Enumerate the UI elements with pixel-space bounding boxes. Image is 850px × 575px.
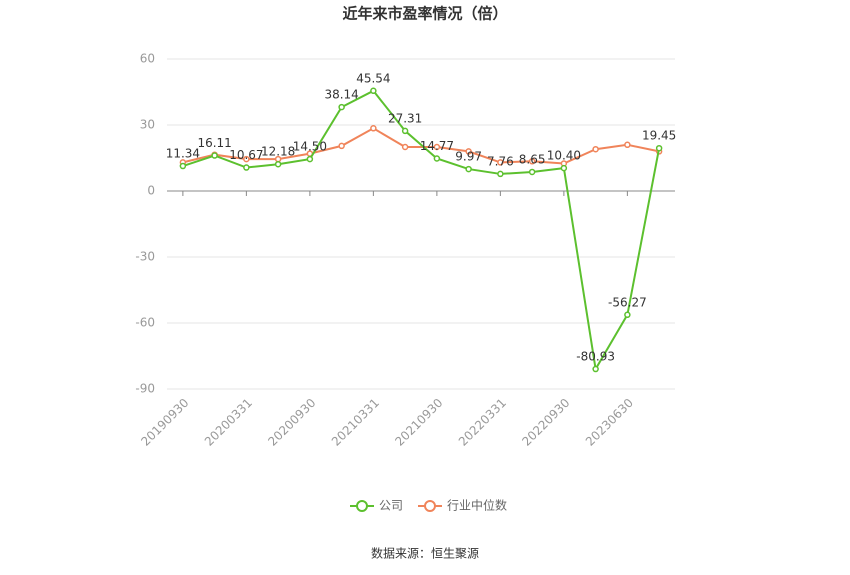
x-tick-label: 20230630: [583, 396, 636, 449]
legend-marker: [424, 500, 436, 512]
point: [306, 155, 314, 163]
chart-title: 近年来市盈率情况（倍）: [342, 5, 507, 23]
data-label: 9.97: [455, 150, 482, 164]
series-line: [182, 127, 660, 165]
y-tick-label: 30: [140, 118, 155, 132]
point: [370, 125, 377, 132]
data-label: 16.11: [197, 136, 231, 150]
source: 数据来源：恒生聚源: [371, 546, 479, 561]
x-tick-label: 20220331: [456, 396, 509, 449]
point: [497, 170, 504, 178]
x-tick-label: 20190930: [138, 396, 191, 449]
point: [465, 148, 472, 155]
data-label: 19.45: [642, 129, 676, 143]
x-tick-label: 20220930: [519, 396, 572, 449]
point: [497, 159, 504, 166]
x-tick-label: 20200331: [202, 396, 255, 449]
data-label: 14.77: [420, 139, 454, 153]
data-label: 10.40: [547, 149, 581, 163]
y-tick-label: -60: [135, 316, 155, 330]
x-tick-label: 20210331: [329, 396, 382, 449]
point: [528, 158, 536, 165]
point: [401, 127, 409, 135]
data-label: 45.54: [356, 71, 390, 85]
data-label: 7.76: [487, 154, 514, 168]
point: [433, 155, 441, 162]
point: [401, 143, 409, 151]
point: [560, 164, 568, 172]
point: [624, 311, 631, 319]
point: [624, 141, 631, 149]
legend-label: 行业中位数: [447, 498, 507, 513]
point: [243, 164, 250, 171]
data-label: 38.14: [324, 88, 358, 102]
point: [338, 103, 345, 111]
point: [243, 155, 250, 163]
point: [528, 168, 536, 176]
data-label: -56.27: [608, 295, 647, 309]
data-label: 10.67: [229, 148, 263, 162]
point: [338, 142, 345, 150]
point: [179, 162, 187, 170]
data-label: 27.31: [388, 111, 422, 125]
point: [274, 160, 282, 168]
x-tick-label: 20210930: [392, 396, 445, 449]
legend-marker: [356, 500, 368, 512]
data-label: 8.65: [519, 152, 546, 166]
point: [211, 152, 218, 159]
y-tick-label: -90: [135, 382, 155, 396]
point: [592, 365, 599, 373]
y-tick-label: 0: [147, 184, 155, 198]
data-label: 14.50: [293, 140, 327, 154]
data-label: 11.34: [166, 147, 200, 161]
legend-label: 公司: [379, 499, 403, 513]
data-label: 12.18: [261, 145, 295, 159]
point: [592, 145, 599, 153]
data-label: -80.93: [576, 350, 615, 364]
point: [655, 144, 663, 152]
y-tick-label: 60: [140, 52, 155, 66]
y-tick-label: -30: [135, 250, 155, 264]
point: [433, 143, 441, 151]
x-tick-label: 20200930: [265, 396, 318, 449]
series-line: [182, 89, 661, 372]
point: [370, 87, 377, 95]
point: [465, 165, 472, 173]
